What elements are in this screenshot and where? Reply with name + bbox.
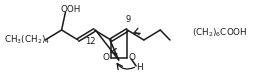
Text: O: O bbox=[129, 54, 136, 62]
Text: CH$_3$(CH$_2$)$_4$: CH$_3$(CH$_2$)$_4$ bbox=[4, 34, 50, 46]
Text: 12: 12 bbox=[85, 37, 96, 47]
Text: 9: 9 bbox=[126, 15, 131, 24]
Text: (CH$_2$)$_6$COOH: (CH$_2$)$_6$COOH bbox=[191, 27, 247, 39]
Text: H: H bbox=[136, 62, 142, 71]
Text: O: O bbox=[103, 54, 110, 62]
Text: OOH: OOH bbox=[60, 5, 80, 14]
